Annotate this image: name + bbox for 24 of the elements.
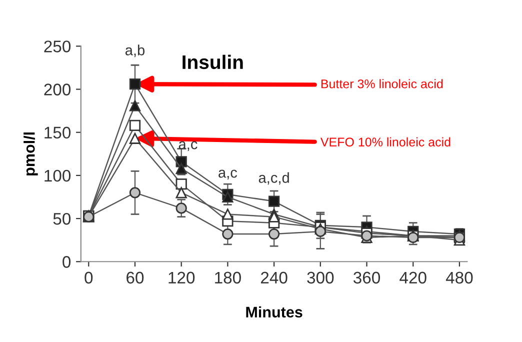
x-tick-label: 180 bbox=[215, 272, 241, 284]
x-tick-label: 0 bbox=[84, 272, 93, 284]
y-tick-label: 50 bbox=[53, 212, 71, 225]
annotation: Butter 3% linoleic acid bbox=[321, 79, 443, 88]
x-tick-label: 360 bbox=[353, 272, 380, 284]
annotation: a,c,d bbox=[258, 172, 289, 185]
x-tick-label: 300 bbox=[307, 272, 334, 284]
y-tick-label: 150 bbox=[44, 126, 71, 139]
annotation: a,b bbox=[125, 44, 145, 58]
x-tick-label: 480 bbox=[446, 272, 473, 284]
annotation: a,c bbox=[178, 141, 198, 152]
x-tick-label: 240 bbox=[260, 272, 288, 284]
annotation: VEFO 10% linoleic acid bbox=[320, 137, 450, 146]
annotation: a,c bbox=[218, 170, 238, 180]
x-tick-label: 60 bbox=[126, 272, 144, 284]
y-tick-label: 200 bbox=[44, 84, 71, 96]
chart-title: Insulin bbox=[182, 54, 243, 70]
y-tick-label: 100 bbox=[44, 170, 71, 182]
x-tick-label: 120 bbox=[168, 272, 195, 284]
x-axis-title: Minutes bbox=[246, 306, 302, 318]
x-tick-label: 420 bbox=[400, 272, 426, 284]
y-tick-label: 0 bbox=[62, 256, 71, 268]
y-axis-title: pmol/l bbox=[24, 132, 38, 176]
y-tick-label: 250 bbox=[44, 40, 71, 52]
